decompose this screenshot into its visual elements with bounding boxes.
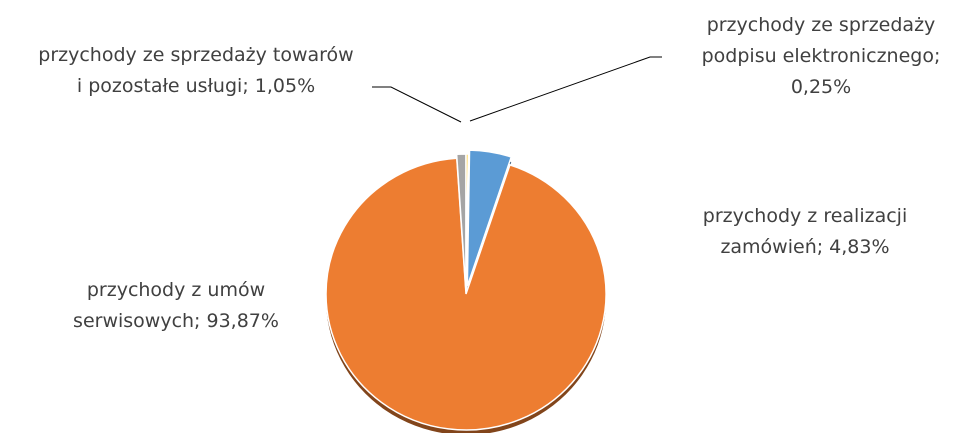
label-podpis-line-2: podpisu elektronicznego;	[701, 45, 941, 67]
label-zamowienia-line-1: przychody z realizacji	[702, 205, 908, 227]
pie-slice-2	[325, 157, 607, 431]
label-zamowienia-line-2: zamówień; 4,83%	[720, 236, 890, 258]
label-serwis-line-1: przychody z umów	[86, 279, 266, 301]
pie-slice-1	[466, 149, 513, 287]
label-towary-line-1: przychody ze sprzedaży towarów	[38, 44, 354, 66]
label-umowy-serwisowe: przychody z umów serwisowych; 93,87%	[40, 275, 312, 337]
label-towary-uslugi: przychody ze sprzedaży towarów i pozosta…	[0, 40, 392, 102]
label-podpis-line-1: przychody ze sprzedaży	[706, 14, 936, 36]
label-podpis-line-3: 0,25%	[790, 76, 852, 98]
leader-line-towary	[372, 86, 462, 123]
label-realizacja-zamowien: przychody z realizacji zamówień; 4,83%	[671, 201, 939, 263]
pie-slice-3	[455, 153, 467, 291]
label-podpis-elektroniczny: przychody ze sprzedaży podpisu elektroni…	[668, 10, 962, 103]
leader-line-podpis	[469, 56, 662, 122]
label-serwis-line-2: serwisowych; 93,87%	[73, 310, 279, 332]
label-towary-line-2: i pozostałe usługi; 1,05%	[76, 75, 316, 97]
